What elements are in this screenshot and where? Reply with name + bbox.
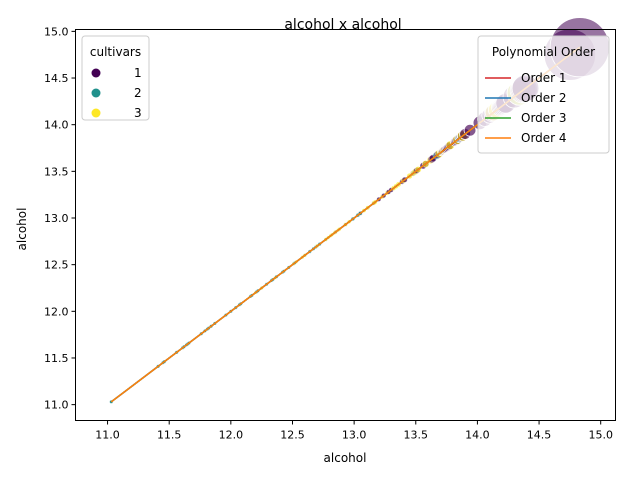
y-tick-label: 14.5: [44, 72, 69, 85]
fit-legend-title: Polynomial Order: [492, 45, 595, 59]
x-tick-label: 11.0: [95, 429, 120, 442]
y-tick-label: 13.0: [44, 212, 69, 225]
y-tick-label: 11.5: [44, 352, 69, 365]
axes-frame: [75, 29, 616, 421]
y-tick-label: 12.5: [44, 259, 69, 272]
x-tick-label: 11.5: [157, 429, 182, 442]
legend-label-order: Order 2: [521, 91, 567, 105]
legend-label-cultivar: 3: [134, 106, 142, 120]
y-axis-ticks: 11.0 11.5 12.0 12.5 13.0 13.5 14.0 14.5 15.0: [44, 25, 76, 412]
x-tick-label: 12.5: [280, 429, 305, 442]
legend-label-cultivar: 2: [134, 86, 142, 100]
legend-label-order: Order 4: [521, 131, 567, 145]
cultivar-legend: cultivars 1 2 3: [81, 35, 150, 121]
y-tick-label: 13.5: [44, 165, 69, 178]
x-tick-label: 14.0: [465, 429, 490, 442]
x-axis-ticks: 11.0 11.5 12.0 12.5 13.0 13.5 14.0 14.5 15.0: [95, 420, 613, 442]
fit-legend-box: [477, 35, 610, 154]
y-tick-label: 11.0: [44, 399, 69, 412]
legend-label-cultivar: 1: [134, 66, 142, 80]
fit-legend: Polynomial Order Order 1 Order 2 Order 3 Or…: [477, 35, 610, 154]
x-tick-label: 12.0: [219, 429, 244, 442]
legend-marker-cultivar-3: [91, 108, 101, 118]
cultivar-legend-box: [81, 35, 150, 121]
y-tick-label: 15.0: [44, 25, 69, 38]
legend-marker-cultivar-2: [91, 88, 101, 98]
x-axis-label: alcohol: [324, 451, 367, 465]
x-tick-label: 13.5: [404, 429, 429, 442]
y-tick-label: 14.0: [44, 119, 69, 132]
x-tick-label: 15.0: [588, 429, 613, 442]
legend-marker-cultivar-1: [91, 68, 101, 78]
legend-label-order: Order 3: [521, 111, 567, 125]
x-tick-label: 14.5: [527, 429, 552, 442]
legend-label-order: Order 1: [521, 71, 567, 85]
x-tick-label: 13.0: [342, 429, 367, 442]
y-axis-label: alcohol: [15, 208, 29, 251]
y-tick-label: 12.0: [44, 305, 69, 318]
cultivar-legend-title: cultivars: [90, 45, 141, 59]
